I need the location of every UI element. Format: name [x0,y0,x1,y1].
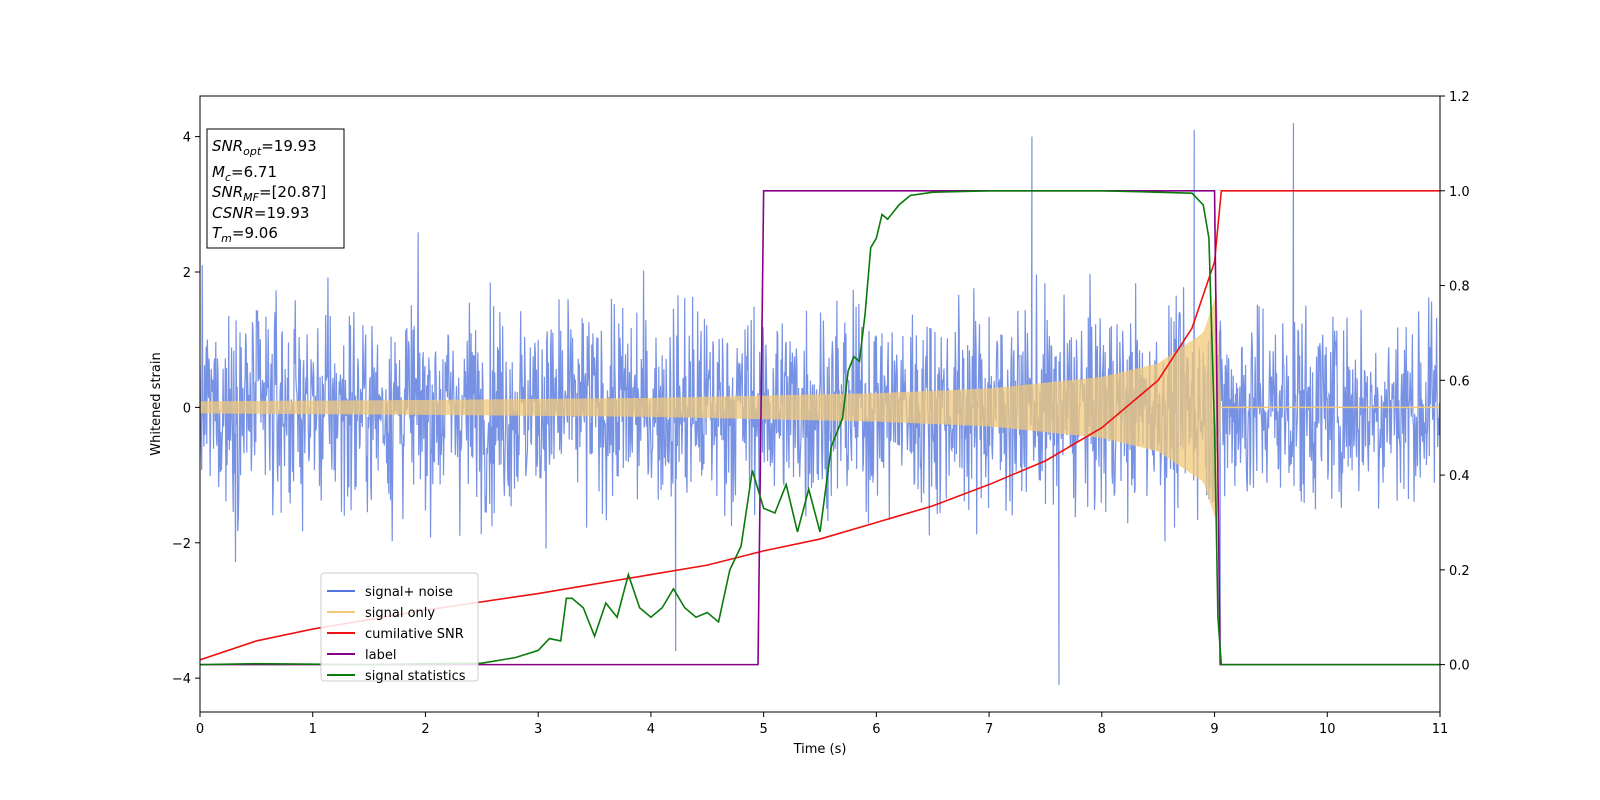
legend-label: signal statistics [365,669,466,684]
legend-item-signal-statistics: signal statistics [327,669,466,684]
legend-item-signal-only: signal only [327,606,435,621]
legend-label: cumilative SNR [365,627,464,642]
legend-label: signal+ noise [365,585,453,600]
annotation-csnr-value: 19.93 [267,204,310,222]
x-tick-label: 1 [309,722,317,737]
left-y-tick-label: −2 [172,537,191,552]
legend-frame [320,572,479,682]
right-y-tick-label: 0.8 [1449,280,1470,295]
x-axis-ticks: 0 1 2 3 4 5 6 7 8 9 10 11 [196,712,1448,737]
right-y-tick-label: 0.6 [1449,374,1470,389]
signal-plus-noise-line [200,123,1440,685]
annotation-mc-value: 6.71 [244,163,277,181]
x-tick-label: 6 [872,722,880,737]
annotation-snr-mf-value: [20.87] [272,183,327,201]
plot-frame [199,95,1441,713]
annotation-snr-mf: SNRMF=[20.87] [212,183,326,204]
left-y-tick-label: −4 [172,672,191,687]
x-tick-label: 9 [1210,722,1218,737]
legend: signal+ noise signal only cumilative SNR la… [320,572,479,684]
legend-label: label [365,648,396,663]
annotation-tm: Tm=9.06 [212,224,278,245]
legend-item-cumilative-snr: cumilative SNR [327,627,464,642]
annotation-csnr: CSNR=19.93 [212,204,309,222]
right-y-axis-ticks: 0.0 0.2 0.4 0.6 0.8 1.0 1.2 [1440,90,1470,674]
x-tick-label: 10 [1319,722,1336,737]
legend-label: signal only [365,606,435,621]
right-y-tick-label: 1.2 [1449,90,1470,105]
annotation-mc: Mc=6.71 [212,163,277,184]
x-tick-label: 0 [196,722,204,737]
right-y-tick-label: 1.0 [1449,185,1470,200]
x-tick-label: 2 [421,722,429,737]
annotation-snr-opt: SNRopt=19.93 [212,137,317,158]
left-y-tick-label: 4 [183,131,191,146]
x-tick-label: 11 [1432,722,1449,737]
x-tick-label: 5 [759,722,767,737]
left-y-tick-label: 0 [183,401,191,416]
x-tick-label: 8 [1098,722,1106,737]
left-y-tick-label: 2 [183,266,191,281]
signal-statistics-line [200,189,1440,666]
x-tick-label: 7 [985,722,993,737]
x-tick-label: 4 [647,722,655,737]
snr-annotation-box: SNRopt=19.93 Mc=6.71 SNRMF=[20.87] CSNR=… [206,128,345,249]
left-y-axis-label: Whitened strain [149,352,164,455]
annotation-frame [206,128,345,249]
x-axis-label: Time (s) [793,742,847,757]
x-tick-label: 3 [534,722,542,737]
annotation-tm-value: 9.06 [244,224,277,242]
annotation-snr-opt-value: 19.93 [274,137,317,155]
legend-item-label: label [327,648,396,663]
right-y-tick-label: 0.2 [1449,564,1470,579]
right-y-tick-label: 0.0 [1449,659,1470,674]
left-y-axis-ticks: −4 −2 0 2 4 [172,131,200,687]
right-y-tick-label: 0.4 [1449,469,1470,484]
legend-item-signal-noise: signal+ noise [327,585,453,600]
signal-only-line [200,292,1222,523]
